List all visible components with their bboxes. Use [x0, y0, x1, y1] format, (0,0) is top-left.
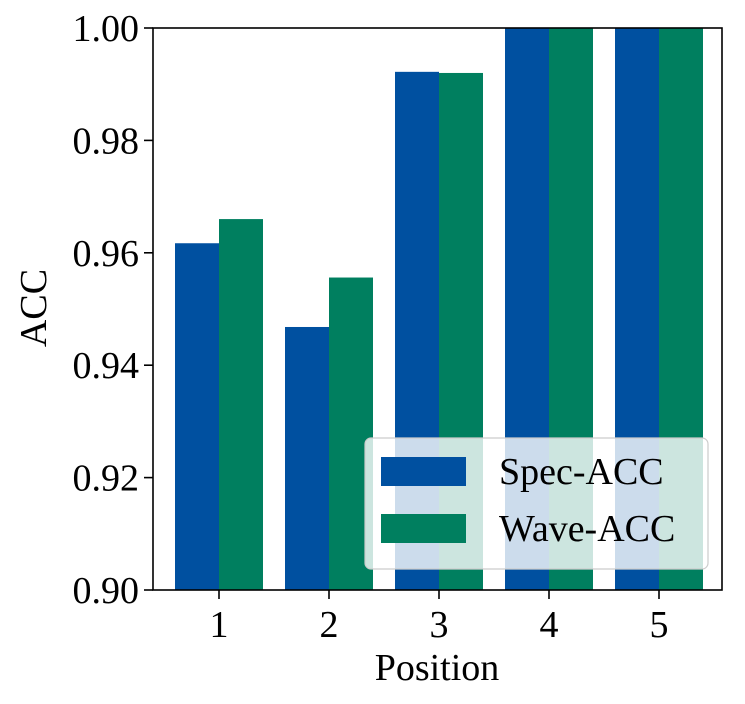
x-tick-label: 5 [650, 604, 669, 646]
bar-spec-acc-pos-1 [175, 243, 219, 590]
bar-spec-acc-pos-2 [285, 326, 329, 590]
legend-swatch-spec-acc [381, 457, 466, 486]
y-tick-label: 0.92 [73, 458, 140, 500]
y-tick-label: 1.00 [73, 8, 140, 50]
x-axis-title: Position [375, 647, 500, 689]
x-tick-label: 2 [320, 604, 339, 646]
y-tick-label: 0.96 [73, 233, 140, 275]
x-tick-label: 3 [430, 604, 449, 646]
x-tick-label: 1 [210, 604, 229, 646]
legend-label-spec-acc: Spec-ACC [499, 451, 664, 493]
legend-label-wave-acc: Wave-ACC [499, 508, 675, 550]
bar-wave-acc-pos-1 [219, 219, 263, 590]
legend-swatch-wave-acc [381, 514, 466, 543]
y-tick-label: 0.94 [73, 345, 140, 387]
legend: Spec-ACC Wave-ACC [364, 437, 709, 570]
y-tick-label: 0.90 [73, 570, 140, 612]
plot-frame [152, 27, 723, 591]
y-axis-title: ACC [13, 269, 55, 347]
y-tick-label: 0.98 [73, 120, 140, 162]
x-tick-label: 4 [540, 604, 559, 646]
ticks-group: 0.90 0.92 0.94 0.96 0.98 1.00 1 2 3 4 5 [73, 8, 669, 646]
axes-group [152, 27, 723, 591]
